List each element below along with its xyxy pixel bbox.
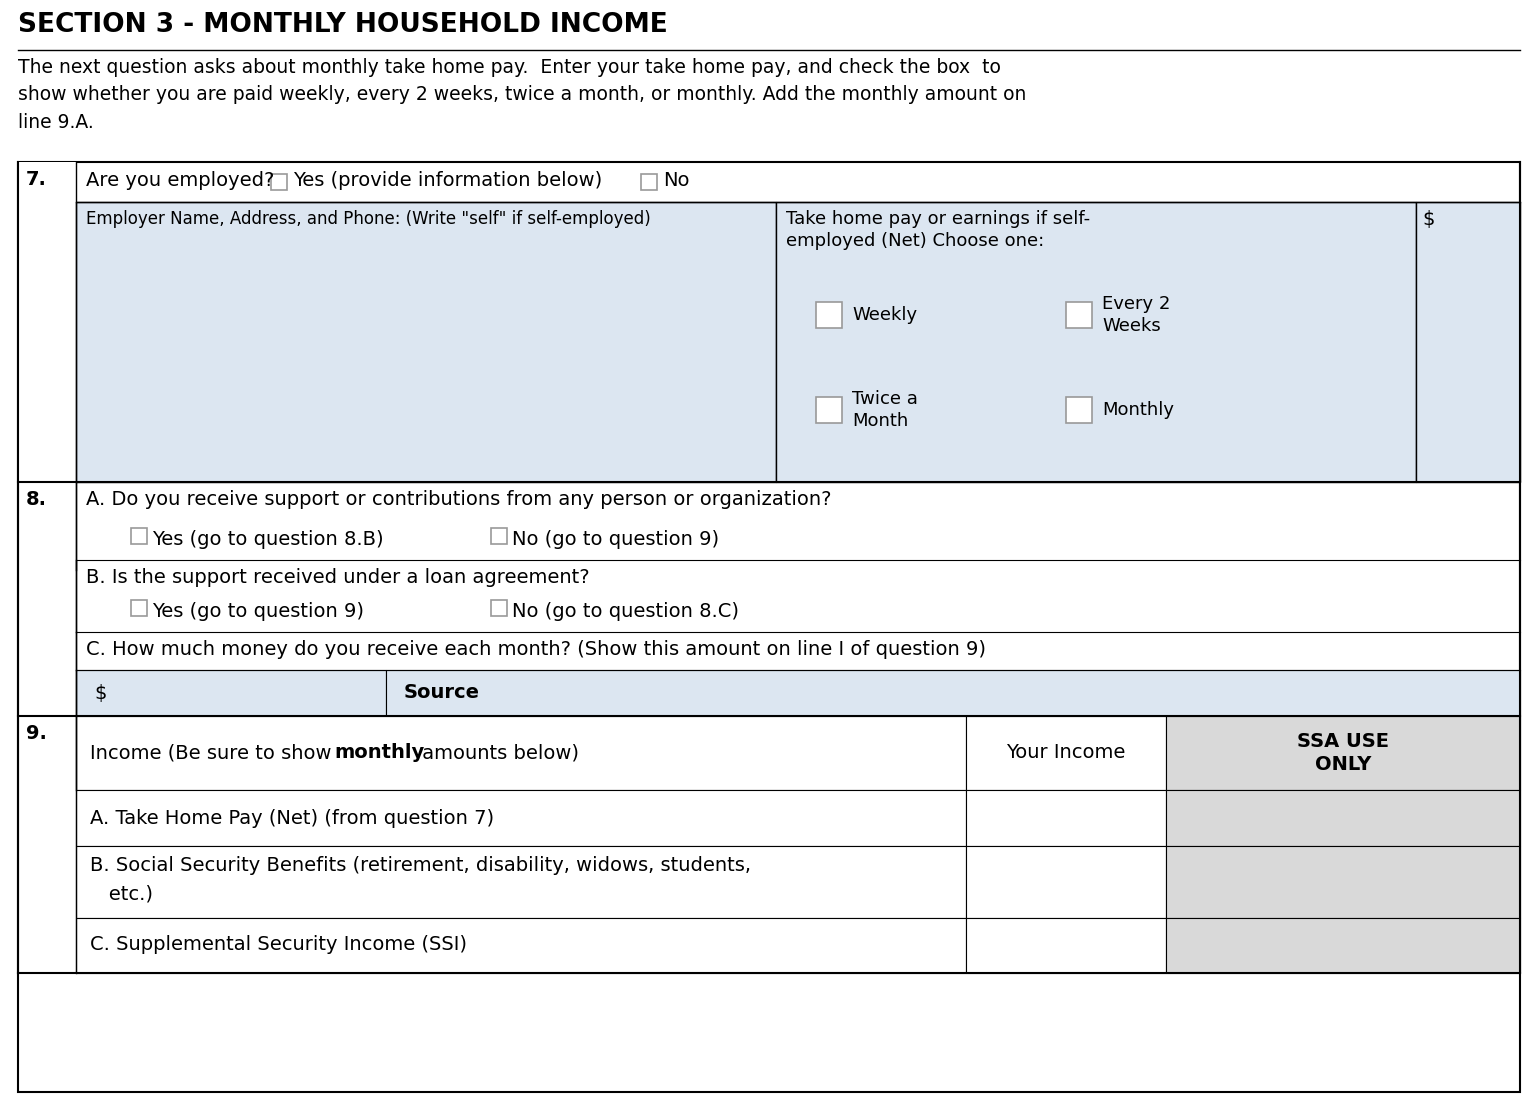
Text: amounts below): amounts below) bbox=[416, 744, 579, 762]
Bar bbox=[75, 670, 386, 716]
Text: Monthly: Monthly bbox=[1101, 401, 1174, 419]
Bar bbox=[75, 846, 966, 918]
Text: C. How much money do you receive each month? (Show this amount on line I of ques: C. How much money do you receive each mo… bbox=[86, 639, 986, 659]
Bar bbox=[816, 302, 842, 328]
Text: $: $ bbox=[94, 683, 106, 703]
Text: 9.: 9. bbox=[26, 724, 48, 744]
Text: B. Social Security Benefits (retirement, disability, widows, students,: B. Social Security Benefits (retirement,… bbox=[91, 856, 751, 875]
Bar bbox=[1166, 789, 1521, 846]
Text: Yes (go to question 9): Yes (go to question 9) bbox=[152, 602, 364, 621]
Text: $: $ bbox=[1422, 210, 1435, 229]
Bar bbox=[776, 201, 1416, 482]
Text: Yes (provide information below): Yes (provide information below) bbox=[293, 171, 602, 191]
Text: Income (Be sure to show: Income (Be sure to show bbox=[91, 744, 338, 762]
Bar bbox=[966, 716, 1166, 789]
Bar bbox=[1166, 918, 1521, 973]
Bar bbox=[1066, 397, 1092, 423]
Text: B. Is the support received under a loan agreement?: B. Is the support received under a loan … bbox=[86, 568, 590, 587]
Text: monthly: monthly bbox=[333, 744, 424, 762]
Bar bbox=[1166, 716, 1521, 789]
Text: A. Do you receive support or contributions from any person or organization?: A. Do you receive support or contributio… bbox=[86, 489, 831, 509]
Bar bbox=[816, 397, 842, 423]
Text: etc.): etc.) bbox=[91, 884, 154, 903]
Bar bbox=[270, 174, 287, 191]
Bar bbox=[131, 528, 147, 544]
Bar bbox=[75, 716, 966, 789]
Text: Twice a
Month: Twice a Month bbox=[852, 390, 919, 430]
Text: No (go to question 9): No (go to question 9) bbox=[511, 530, 719, 549]
Text: Every 2
Weeks: Every 2 Weeks bbox=[1101, 295, 1170, 335]
Bar bbox=[386, 670, 1521, 716]
Bar bbox=[131, 600, 147, 616]
Bar bbox=[75, 201, 776, 482]
Text: 8.: 8. bbox=[26, 489, 48, 509]
Bar bbox=[1416, 201, 1521, 482]
Bar bbox=[492, 528, 507, 544]
Text: C. Supplemental Security Income (SSI): C. Supplemental Security Income (SSI) bbox=[91, 935, 467, 955]
Bar bbox=[641, 174, 657, 191]
Bar bbox=[492, 600, 507, 616]
Text: No (go to question 8.C): No (go to question 8.C) bbox=[511, 602, 739, 621]
Text: SECTION 3 - MONTHLY HOUSEHOLD INCOME: SECTION 3 - MONTHLY HOUSEHOLD INCOME bbox=[18, 12, 668, 38]
Bar bbox=[18, 162, 1521, 1092]
Text: A. Take Home Pay (Net) (from question 7): A. Take Home Pay (Net) (from question 7) bbox=[91, 808, 495, 828]
Bar bbox=[966, 846, 1166, 918]
Text: The next question asks about monthly take home pay.  Enter your take home pay, a: The next question asks about monthly tak… bbox=[18, 58, 1026, 131]
Bar bbox=[75, 789, 966, 846]
Text: Take home pay or earnings if self-: Take home pay or earnings if self- bbox=[786, 210, 1091, 228]
Text: Source: Source bbox=[404, 683, 479, 703]
Bar bbox=[18, 162, 75, 482]
Text: Your Income: Your Income bbox=[1006, 744, 1126, 762]
Text: Yes (go to question 8.B): Yes (go to question 8.B) bbox=[152, 530, 384, 549]
Text: Are you employed?: Are you employed? bbox=[86, 171, 275, 191]
Text: Weekly: Weekly bbox=[852, 306, 917, 324]
Text: employed (Net) Choose one:: employed (Net) Choose one: bbox=[786, 232, 1044, 250]
Text: No: No bbox=[664, 171, 690, 191]
Bar bbox=[966, 789, 1166, 846]
Bar bbox=[1166, 846, 1521, 918]
Text: 7.: 7. bbox=[26, 170, 48, 189]
Text: SSA USE
ONLY: SSA USE ONLY bbox=[1296, 731, 1389, 774]
Bar bbox=[966, 918, 1166, 973]
Bar bbox=[1066, 302, 1092, 328]
Bar bbox=[75, 918, 966, 973]
Text: Employer Name, Address, and Phone: (Write "self" if self-employed): Employer Name, Address, and Phone: (Writ… bbox=[86, 210, 651, 228]
